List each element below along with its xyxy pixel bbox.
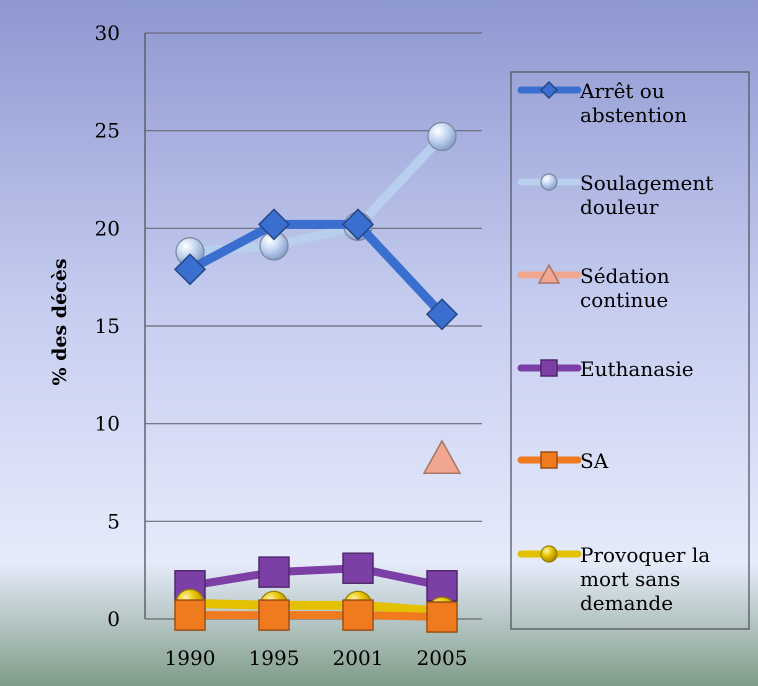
data-point: [342, 552, 374, 584]
series-3: [174, 552, 458, 602]
data-point: [174, 599, 206, 631]
legend-label: SA: [580, 449, 609, 473]
legend-entry: Euthanasie: [517, 357, 694, 381]
series-2: [422, 439, 462, 474]
legend-label: Provoquer la: [580, 543, 710, 567]
data-point: [173, 253, 207, 286]
series-line: [185, 219, 447, 319]
data-point: [426, 601, 458, 633]
legend-label: douleur: [580, 195, 659, 219]
legend-label: Euthanasie: [580, 357, 694, 381]
x-tick-label: 1995: [249, 646, 300, 670]
legend-entry: SA: [517, 449, 609, 473]
legend-label: mort sans: [580, 567, 680, 591]
x-tick-label: 1990: [165, 646, 216, 670]
legend-label: continue: [580, 288, 668, 312]
y-axis-title: % des décès: [49, 258, 71, 385]
legend-swatch-marker: [540, 545, 558, 563]
legend-swatch-marker: [540, 359, 558, 377]
legend-label: Arrêt ou: [579, 79, 665, 103]
legend-label: demande: [580, 591, 673, 615]
data-point: [425, 298, 459, 331]
legend-swatch-marker: [540, 451, 558, 469]
legend-swatch-marker: [537, 263, 561, 284]
series-line: [186, 611, 446, 622]
series-line: [186, 564, 446, 590]
data-point: [258, 599, 290, 631]
y-tick-label: 15: [95, 314, 120, 338]
legend-label: Soulagement: [580, 171, 713, 195]
legend-box: [510, 71, 750, 630]
data-point: [257, 208, 291, 241]
x-tick-label: 2005: [417, 646, 468, 670]
data-point: [342, 599, 374, 631]
legend-label: Sédation: [580, 264, 670, 288]
data-point: [341, 208, 375, 241]
data-point: [422, 439, 462, 474]
x-tick-label: 2001: [333, 646, 384, 670]
series-4: [174, 599, 458, 633]
y-tick-label: 25: [95, 119, 120, 143]
y-tick-label: 10: [95, 412, 120, 436]
axes: 0 5 10 15 20 25 30 1990 1995 2001 2005: [95, 21, 468, 670]
y-tick-label: 5: [107, 509, 120, 533]
y-tick-label: 0: [107, 607, 120, 631]
legend-swatch-marker: [539, 80, 559, 100]
series-layer: [173, 121, 462, 633]
legend-label: abstention: [580, 103, 687, 127]
y-tick-label: 20: [95, 216, 120, 240]
data-point: [258, 556, 290, 588]
legend-swatch-marker: [540, 173, 558, 191]
series-line: [185, 598, 447, 616]
data-point: [426, 570, 458, 602]
series-0: [173, 208, 459, 331]
y-tick-label: 30: [95, 21, 120, 45]
data-point: [427, 121, 457, 152]
